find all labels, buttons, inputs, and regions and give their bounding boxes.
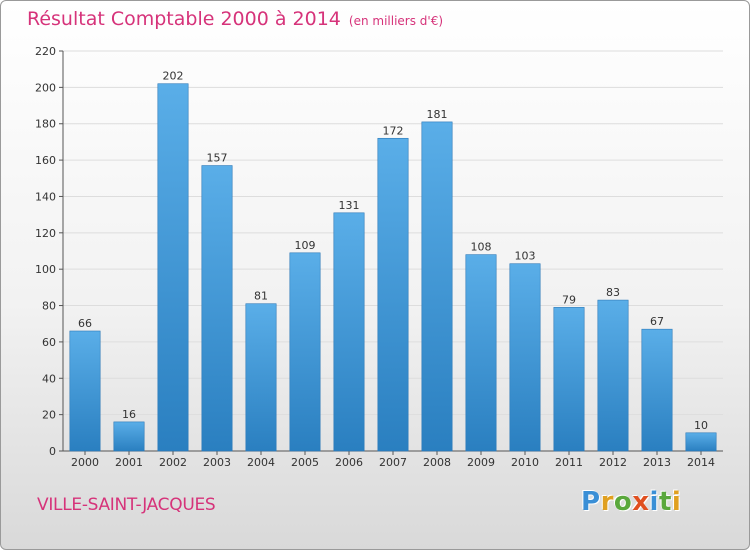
bars: [69, 83, 717, 452]
labels: 66 16 202 157 81 109 131 172 181 108 103 79 83 67 10: [78, 70, 708, 432]
x-tick-label-2007: 2007: [379, 456, 407, 469]
bar-2002: [157, 83, 189, 452]
x-tick-label-2003: 2003: [203, 456, 231, 469]
logo-letter: i: [671, 487, 682, 517]
value-label-2001: 16: [122, 408, 136, 421]
y-tick-label: 80: [42, 300, 56, 313]
x-tick-label-2001: 2001: [115, 456, 143, 469]
chart-title: Résultat Comptable 2000 à 2014 (en millie…: [27, 8, 444, 30]
commune-name: VILLE-SAINT-JACQUES: [37, 495, 216, 515]
x-tick-label-2012: 2012: [599, 456, 627, 469]
x-tick-label-2002: 2002: [159, 456, 187, 469]
y-tick-label: 140: [35, 190, 56, 203]
proxiti-logo: Proxiti: [581, 487, 681, 517]
logo-letter: t: [658, 487, 672, 517]
bar-2004: [245, 303, 277, 452]
value-label-2006: 131: [339, 199, 360, 212]
x-tick-label-2014: 2014: [687, 456, 715, 469]
value-label-2002: 202: [163, 70, 184, 83]
bar-2003: [201, 165, 233, 452]
bar-2009: [465, 254, 497, 452]
logo-letter: x: [632, 487, 650, 517]
chart-subtitle: (en milliers d'€): [348, 14, 444, 28]
y-tick-label: 200: [35, 81, 56, 94]
bar-2005: [289, 252, 321, 452]
bar-2013: [641, 328, 673, 452]
value-label-2000: 66: [78, 317, 92, 330]
x-tick-label-2008: 2008: [423, 456, 451, 469]
logo-letter: r: [600, 487, 614, 517]
bar-2006: [333, 212, 365, 452]
x-tick-label-2006: 2006: [335, 456, 363, 469]
value-label-2008: 181: [427, 108, 448, 121]
x-tick-label-2013: 2013: [643, 456, 671, 469]
bar-2012: [597, 299, 629, 452]
value-label-2012: 83: [606, 286, 620, 299]
bar-2008: [421, 121, 453, 452]
logo-letter: o: [613, 487, 633, 517]
y-tick-label: 120: [35, 227, 56, 240]
y-tick-label: 220: [35, 45, 56, 58]
value-label-2010: 103: [515, 250, 536, 263]
value-label-2014: 10: [694, 419, 708, 432]
y-tick-label: 100: [35, 263, 56, 276]
value-label-2004: 81: [254, 290, 268, 303]
x-tick-label-2011: 2011: [555, 456, 583, 469]
value-label-2009: 108: [471, 241, 492, 254]
value-label-2005: 109: [295, 239, 316, 252]
x-tick-label-2005: 2005: [291, 456, 319, 469]
x-tick-label-2009: 2009: [467, 456, 495, 469]
value-label-2003: 157: [207, 152, 228, 165]
bar-2000: [69, 330, 101, 452]
bar-2001: [113, 421, 145, 452]
axes: 0 20 40 60 80 100 120 140 160 180 200 220 2000 2001 20…: [35, 45, 723, 469]
y-tick-label: 160: [35, 154, 56, 167]
y-tick-label: 180: [35, 118, 56, 131]
y-tick-label: 0: [49, 445, 56, 458]
x-tick-label-2004: 2004: [247, 456, 275, 469]
logo-letter: P: [581, 487, 601, 517]
bar-2011: [553, 307, 585, 452]
bar-2007: [377, 137, 409, 452]
y-tick-label: 20: [42, 409, 56, 422]
y-tick-label: 40: [42, 372, 56, 385]
x-tick-label-2010: 2010: [511, 456, 539, 469]
logo-letter: i: [649, 487, 659, 517]
value-label-2011: 79: [562, 293, 576, 306]
x-tick-label-2000: 2000: [71, 456, 99, 469]
value-label-2013: 67: [650, 315, 664, 328]
bar-2014: [685, 432, 717, 452]
y-tick-label: 60: [42, 336, 56, 349]
bar-2010: [509, 263, 541, 452]
value-label-2007: 172: [383, 124, 404, 137]
